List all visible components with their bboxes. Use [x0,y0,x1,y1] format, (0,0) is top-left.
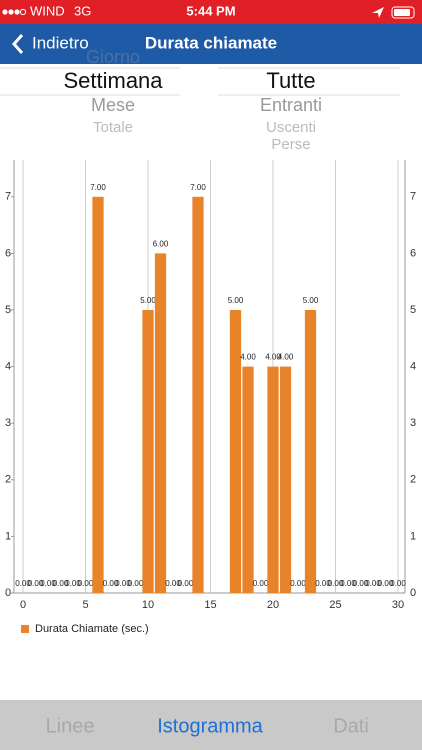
y-tick-label: 1 [5,530,11,542]
bar [242,366,254,593]
value-label: 0.00 [353,579,369,588]
x-tick-label: 25 [329,599,341,611]
y-tick-label-right: 7 [410,191,416,203]
value-label: 0.00 [290,579,306,588]
y-tick-label: 5 [5,304,11,316]
carrier: WIND [30,3,65,18]
value-label: 0.00 [128,579,144,588]
signal [2,8,27,16]
value-label: 0.00 [78,579,94,588]
nav-bar [0,24,422,64]
y-tick-label: 3 [5,417,11,429]
value-label: 0.00 [340,579,356,588]
value-label: 0.00 [103,579,119,588]
value-label: 5.00 [303,296,319,305]
y-tick-label: 2 [5,474,11,486]
value-label: 0.00 [40,579,56,588]
legend-label: Durata Chiamate (sec.) [35,623,149,635]
x-tick-label: 30 [392,599,404,611]
tab[interactable]: Istogramma [157,715,263,737]
picker-item[interactable]: Tutte [266,68,315,93]
picker-item[interactable]: Giorno [86,47,140,67]
bar [229,309,242,593]
picker-item[interactable]: Entranti [260,95,322,115]
value-label: 6.00 [153,240,169,249]
chart: 0 5 10 15 20 25 300 01 12 23 34 45 56 67 70.000.000.00… [5,160,416,635]
x-tick-label: 0 [20,599,26,611]
picker-item[interactable]: Totale [93,119,133,136]
value-label: 0.00 [15,579,31,588]
tab-bar [0,700,422,750]
time: 5:44 PM [186,3,235,18]
y-tick-label-right: 0 [410,587,416,599]
bar [142,309,154,593]
tabs[interactable]: Linee Istogramma Dati [46,715,369,737]
y-tick-label: 0 [5,587,11,599]
value-label: 0.00 [253,579,269,588]
y-tick-label-right: 1 [410,530,416,542]
x-tick-label: 10 [142,599,154,611]
picker-item[interactable]: Uscenti [266,119,316,136]
value-label: 5.00 [228,296,244,305]
value-label: 0.00 [65,579,81,588]
picker-item[interactable]: Settimana [63,68,163,93]
bar [267,366,279,593]
picker-item[interactable]: Mese [91,95,135,115]
x-tick-label: 20 [267,599,279,611]
value-label: 4.00 [240,353,256,362]
y-tick-label-right: 6 [410,247,416,259]
value-label: 4.00 [278,353,294,362]
location-icon [372,7,384,18]
back-button[interactable]: Indietro [32,33,89,52]
value-label: 0.00 [178,579,194,588]
y-tick-label-right: 3 [410,417,416,429]
value-label: 0.00 [165,579,181,588]
back-icon[interactable] [11,34,24,54]
y-tick-label-right: 2 [410,474,416,486]
y-tick-label-right: 5 [410,304,416,316]
picker-item[interactable]: Perse [271,136,310,153]
y-tick-label: 4 [5,361,11,373]
value-label: 0.00 [328,579,344,588]
value-label: 5.00 [140,296,156,305]
battery-level [394,9,410,16]
value-label: 0.00 [378,579,394,588]
bar [304,309,317,593]
value-label: 0.00 [390,579,406,588]
bar [92,196,104,594]
y-tick-label: 6 [5,247,11,259]
legend-swatch [21,625,29,633]
value-label: 7.00 [90,183,106,192]
value-label: 7.00 [190,183,206,192]
y-tick-label: 7 [5,191,11,203]
value-label: 0.00 [28,579,44,588]
bar [154,253,167,593]
bar [192,196,204,594]
value-label: 0.00 [365,579,381,588]
bar [279,366,292,593]
status-bar [0,0,422,24]
tab[interactable]: Linee [46,715,95,737]
value-label: 4.00 [265,353,281,362]
x-tick-label: 15 [204,599,216,611]
value-label: 0.00 [115,579,131,588]
value-label: 0.00 [315,579,331,588]
value-label: 0.00 [53,579,69,588]
nav-title: Durata chiamate [145,33,277,52]
battery [391,6,415,19]
network: 3G [74,3,91,18]
tab[interactable]: Dati [333,715,369,737]
x-tick-label: 5 [82,599,88,611]
y-tick-label-right: 4 [410,361,416,373]
